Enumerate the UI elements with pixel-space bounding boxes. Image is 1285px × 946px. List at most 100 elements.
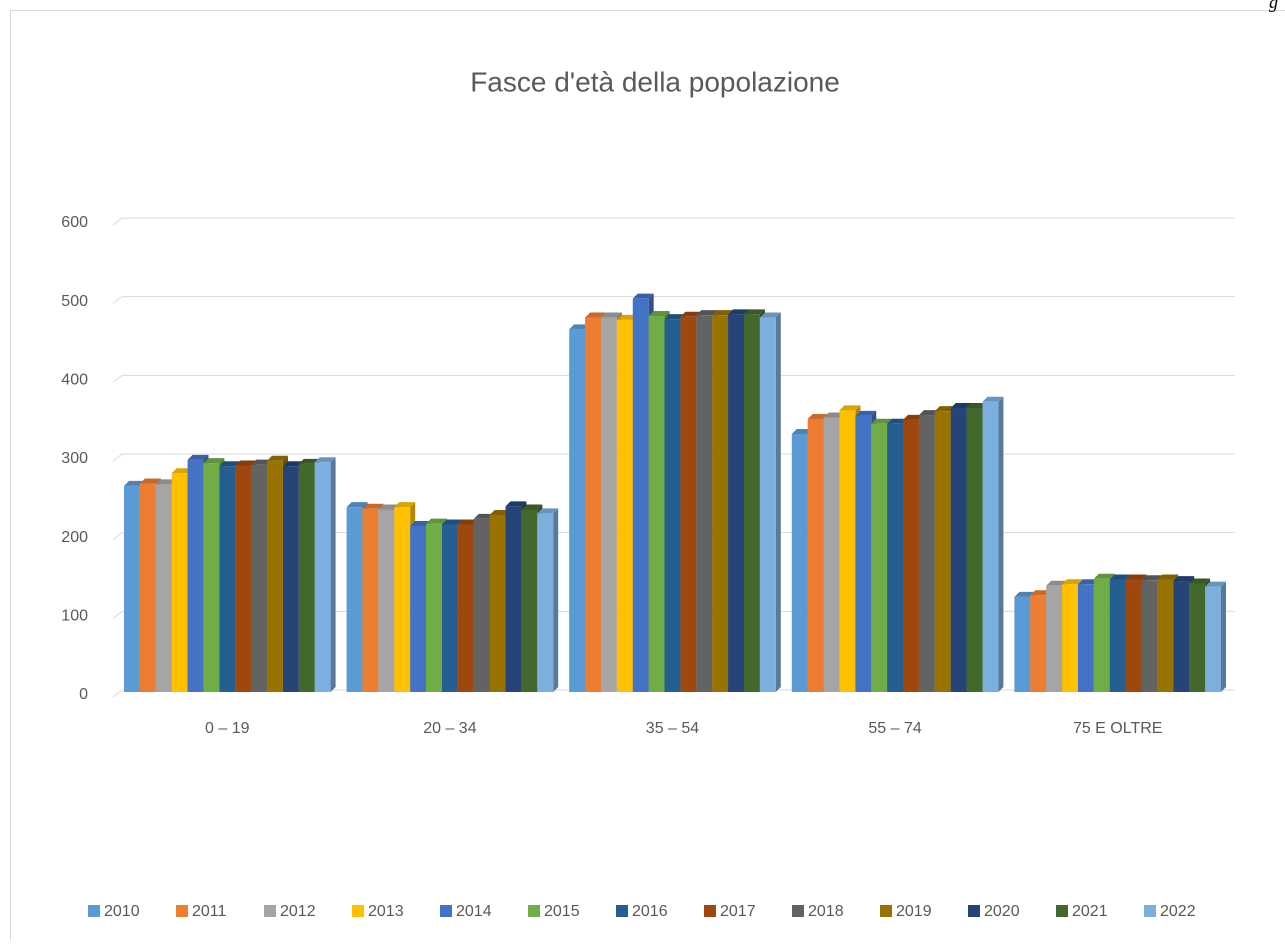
bar	[156, 484, 172, 692]
bar	[235, 465, 251, 692]
bar	[140, 484, 156, 692]
legend-label: 2016	[632, 903, 668, 920]
bar	[585, 318, 601, 692]
bar	[442, 524, 458, 692]
bar	[792, 434, 808, 692]
bar	[394, 507, 410, 692]
bar	[1205, 587, 1221, 692]
bar	[649, 316, 665, 692]
bar	[521, 509, 537, 692]
bar	[506, 506, 522, 692]
bar	[983, 402, 999, 692]
bar	[935, 411, 951, 692]
legend-swatch	[880, 905, 892, 917]
x-tick-label: 35 – 54	[646, 720, 699, 737]
legend-label: 2012	[280, 903, 316, 920]
bar	[839, 410, 855, 692]
bar	[299, 464, 315, 692]
bar	[951, 408, 967, 692]
bar	[315, 462, 331, 692]
bar	[967, 408, 983, 692]
legend-swatch	[528, 905, 540, 917]
legend-label: 2013	[368, 903, 404, 920]
legend-label: 2019	[896, 903, 932, 920]
bar	[1142, 580, 1158, 692]
legend-swatch	[968, 905, 980, 917]
legend-label: 2015	[544, 903, 580, 920]
legend-label: 2021	[1072, 903, 1108, 920]
legend-swatch	[616, 905, 628, 917]
bar	[188, 460, 204, 692]
legend-label: 2014	[456, 903, 492, 920]
legend-swatch	[792, 905, 804, 917]
bar	[1030, 595, 1046, 692]
bar	[426, 524, 442, 692]
bar	[1078, 584, 1094, 692]
y-tick-label: 300	[61, 450, 88, 467]
bar	[362, 509, 378, 692]
bar	[1094, 579, 1110, 692]
y-tick-label: 400	[61, 372, 88, 389]
bar	[378, 509, 394, 692]
bar	[617, 320, 633, 692]
bar	[665, 319, 681, 692]
legend-swatch	[704, 905, 716, 917]
bar	[172, 473, 188, 692]
bar	[283, 466, 299, 692]
x-tick-label: 75 E OLTRE	[1073, 720, 1163, 737]
bar	[728, 314, 744, 692]
legend-label: 2010	[104, 903, 140, 920]
x-tick-label: 0 – 19	[205, 720, 250, 737]
bar	[569, 329, 585, 692]
bar	[1062, 584, 1078, 692]
y-tick-label: 200	[61, 529, 88, 546]
y-tick-label: 600	[61, 214, 88, 231]
y-tick-label: 500	[61, 293, 88, 310]
bar	[744, 314, 760, 692]
bar-side	[1221, 582, 1226, 692]
bar	[1157, 580, 1173, 692]
legend-label: 2020	[984, 903, 1020, 920]
bar	[490, 515, 506, 692]
corner-text: g	[1269, 0, 1278, 12]
y-tick-label: 0	[79, 686, 88, 703]
bar	[919, 415, 935, 692]
bar-side	[331, 457, 336, 692]
bar	[458, 524, 474, 692]
bar	[347, 507, 363, 692]
bar	[1126, 580, 1142, 692]
bar	[251, 465, 267, 692]
bar	[887, 424, 903, 692]
bar	[601, 318, 617, 692]
bar	[1014, 597, 1030, 692]
legend-swatch	[88, 905, 100, 917]
legend-label: 2011	[192, 903, 227, 920]
legend-swatch	[264, 905, 276, 917]
legend-swatch	[1144, 905, 1156, 917]
bar	[633, 299, 649, 692]
bar	[696, 315, 712, 692]
bar	[474, 519, 490, 692]
bar	[680, 317, 696, 692]
legend-swatch	[176, 905, 188, 917]
bar	[124, 486, 140, 692]
x-tick-label: 55 – 74	[868, 720, 921, 737]
bar	[267, 461, 283, 692]
legend-swatch	[352, 905, 364, 917]
bar	[1173, 581, 1189, 692]
bar-side	[998, 397, 1003, 692]
bar	[203, 463, 219, 692]
bar	[712, 315, 728, 692]
legend-swatch	[440, 905, 452, 917]
bar	[1189, 583, 1205, 692]
bar	[871, 424, 887, 692]
bar	[219, 466, 235, 692]
legend-label: 2017	[720, 903, 756, 920]
chart-title: Fasce d'età della popolazione	[470, 66, 840, 97]
bar	[1046, 586, 1062, 692]
bar	[760, 318, 776, 692]
bar	[903, 420, 919, 692]
bar	[410, 526, 426, 692]
legend-swatch	[1056, 905, 1068, 917]
